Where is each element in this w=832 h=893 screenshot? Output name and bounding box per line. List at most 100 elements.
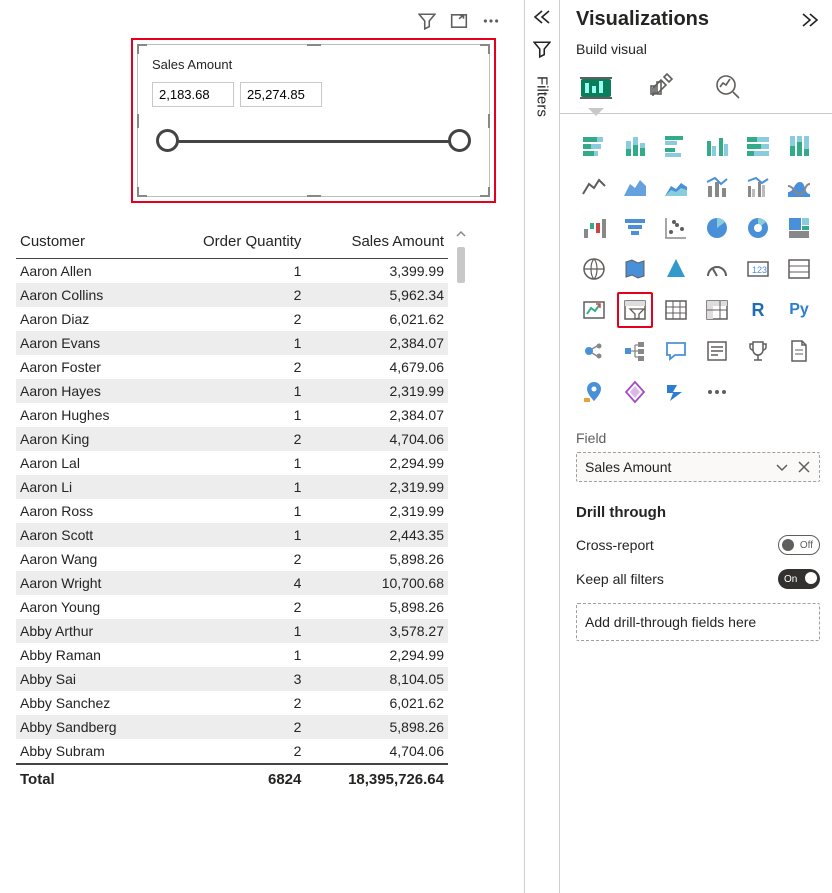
slicer-max-input[interactable] [240,82,322,107]
viz-azure-map[interactable] [658,251,694,287]
table-row[interactable]: Abby Sai38,104.05 [16,667,448,691]
total-label: Total [16,764,159,794]
cross-report-toggle[interactable]: Off [778,535,820,555]
viz-funnel[interactable] [617,210,653,246]
slicer-visual-selected[interactable]: Sales Amount [131,38,496,203]
resize-handle[interactable] [137,114,141,128]
viz-py-visual[interactable]: Py [781,292,817,328]
table-row[interactable]: Aaron Young25,898.26 [16,595,448,619]
viz-stacked-bar-100[interactable] [740,128,776,164]
viz-table[interactable] [658,292,694,328]
viz-power-automate[interactable] [658,374,694,410]
tab-format[interactable] [644,65,680,109]
resize-handle[interactable] [480,44,490,54]
viz-line-clustered-column[interactable] [740,169,776,205]
resize-handle[interactable] [137,187,147,197]
focus-mode-icon[interactable] [450,12,468,30]
viz-donut[interactable] [740,210,776,246]
table-row[interactable]: Aaron Lal12,294.99 [16,451,448,475]
viz-scatter[interactable] [658,210,694,246]
viz-line-stacked-column[interactable] [699,169,735,205]
viz-power-apps[interactable] [617,374,653,410]
table-row[interactable]: Abby Subram24,704.06 [16,739,448,764]
viz-line[interactable] [576,169,612,205]
col-header[interactable]: Customer [16,227,159,259]
table-row[interactable]: Aaron Foster24,679.06 [16,355,448,379]
scrollbar[interactable] [456,229,466,796]
viz-goals[interactable] [740,333,776,369]
table-row[interactable]: Aaron Wright410,700.68 [16,571,448,595]
viz-qa[interactable] [658,333,694,369]
resize-handle[interactable] [480,187,490,197]
viz-arcgis[interactable] [576,374,612,410]
col-header[interactable]: Sales Amount [305,227,448,259]
filters-label[interactable]: Filters [534,76,551,117]
viz-stacked-area[interactable] [658,169,694,205]
resize-handle[interactable] [307,193,321,197]
keep-filters-toggle[interactable]: On [778,569,820,589]
viz-stacked-bar[interactable] [576,128,612,164]
table-row[interactable]: Aaron Diaz26,021.62 [16,307,448,331]
filter-icon[interactable] [418,12,436,30]
table-row[interactable]: Aaron Scott12,443.35 [16,523,448,547]
viz-waterfall[interactable] [576,210,612,246]
tab-analytics[interactable] [710,65,746,109]
resize-handle[interactable] [307,44,321,48]
table-row[interactable]: Aaron Collins25,962.34 [16,283,448,307]
table-row[interactable]: Aaron Allen13,399.99 [16,259,448,284]
viz-pie[interactable] [699,210,735,246]
table-row[interactable]: Aaron King24,704.06 [16,427,448,451]
slicer-min-input[interactable] [152,82,234,107]
viz-more[interactable] [699,374,735,410]
table-row[interactable]: Aaron Hughes12,384.07 [16,403,448,427]
table-row[interactable]: Aaron Li12,319.99 [16,475,448,499]
viz-key-influencers[interactable] [576,333,612,369]
viz-clustered-bar[interactable] [658,128,694,164]
table-row[interactable]: Abby Sanchez26,021.62 [16,691,448,715]
more-options-icon[interactable] [482,12,500,30]
filter-icon[interactable] [533,40,551,58]
slicer-handle-min[interactable] [156,129,179,152]
slicer-range[interactable] [168,129,459,153]
tab-build[interactable] [578,65,614,109]
viz-stacked-column-100[interactable] [781,128,817,164]
resize-handle[interactable] [486,114,490,128]
viz-clustered-column[interactable] [699,128,735,164]
viz-slicer[interactable] [617,292,653,328]
visual-header [16,8,508,38]
slicer-handle-max[interactable] [448,129,471,152]
viz-paginated-report[interactable] [781,333,817,369]
viz-smart-narrative[interactable] [699,333,735,369]
chevron-down-icon[interactable] [775,460,789,474]
col-header[interactable]: Order Quantity [159,227,305,259]
resize-handle[interactable] [137,44,147,54]
scroll-thumb[interactable] [457,247,465,283]
scroll-up-icon[interactable] [456,229,466,239]
viz-gauge[interactable] [699,251,735,287]
table-row[interactable]: Abby Raman12,294.99 [16,643,448,667]
table-row[interactable]: Abby Arthur13,578.27 [16,619,448,643]
viz-ribbon[interactable] [781,169,817,205]
viz-stacked-column[interactable] [617,128,653,164]
viz-card[interactable]: 123 [740,251,776,287]
drillthrough-dropwell[interactable]: Add drill-through fields here [576,603,820,641]
table-row[interactable]: Abby Sandberg25,898.26 [16,715,448,739]
field-well[interactable]: Sales Amount [576,452,820,482]
viz-multi-row-card[interactable] [781,251,817,287]
viz-matrix[interactable] [699,292,735,328]
viz-treemap[interactable] [781,210,817,246]
table-row[interactable]: Aaron Ross12,319.99 [16,499,448,523]
expand-icon[interactable] [800,13,820,27]
total-amount: 18,395,726.64 [305,764,448,794]
viz-kpi[interactable] [576,292,612,328]
table-row[interactable]: Aaron Evans12,384.07 [16,331,448,355]
table-row[interactable]: Aaron Wang25,898.26 [16,547,448,571]
viz-filled-map[interactable] [617,251,653,287]
viz-decomposition-tree[interactable] [617,333,653,369]
table-row[interactable]: Aaron Hayes12,319.99 [16,379,448,403]
viz-area[interactable] [617,169,653,205]
close-icon[interactable] [797,460,811,474]
viz-r-visual[interactable]: R [740,292,776,328]
collapse-icon[interactable] [533,10,551,24]
viz-map[interactable] [576,251,612,287]
